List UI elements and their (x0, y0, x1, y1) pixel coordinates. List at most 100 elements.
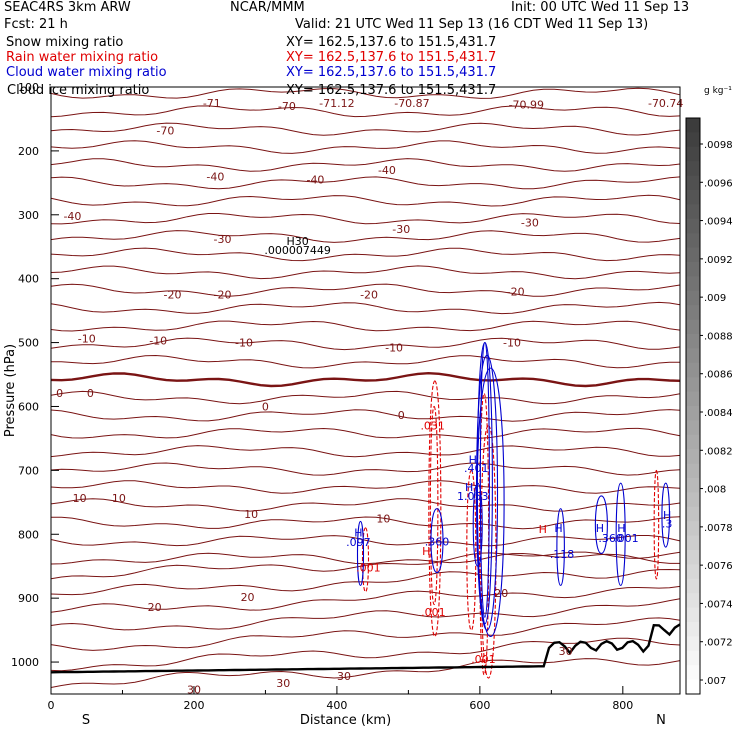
temperature-contour-line (50, 176, 681, 190)
south-label: S (82, 713, 90, 728)
temperature-contour-line (50, 122, 681, 136)
colorbar-swatch (686, 305, 700, 321)
temperature-contour-line (50, 427, 681, 439)
colorbar-swatch (686, 449, 700, 465)
colorbar-swatch (686, 578, 700, 594)
colorbar-swatch (686, 406, 700, 421)
max-value-label: H (422, 545, 430, 558)
temperature-contours (50, 87, 681, 688)
colorbar-unit: g kg⁻¹ (704, 86, 732, 96)
max-value-label: .000007449 (264, 244, 330, 257)
temperature-label: 0 (262, 400, 269, 413)
colorbar-tick-label: .0094 (704, 217, 733, 228)
max-value-label: H (617, 522, 625, 535)
colorbar-swatch (686, 161, 700, 177)
cloud-ice-field-xy: XY= 162.5,137.6 to 151.5,431.7 (286, 83, 496, 98)
max-value-label: .001 (356, 561, 381, 574)
y-tick-label: 900 (18, 592, 39, 605)
temperature-label: 20 (494, 587, 508, 600)
colorbar-swatch (686, 679, 700, 695)
rain-water-contour (428, 380, 442, 638)
max-value-label: H30 (286, 235, 308, 248)
colorbar-swatch (686, 290, 700, 306)
max-value-label: H (469, 454, 477, 467)
temperature-label: 10 (112, 492, 126, 505)
colorbar-swatch (686, 564, 700, 580)
temperature-label: -10 (235, 337, 253, 350)
cloud-water-contour (356, 520, 365, 586)
colorbar-swatch (686, 665, 700, 681)
max-value-label: H (465, 481, 473, 494)
temperature-label: -30 (521, 216, 539, 229)
terrain-path (50, 623, 681, 674)
colorbar-swatch (686, 593, 700, 609)
colorbar-swatch (686, 521, 700, 537)
cloud-water-field-name: Cloud water mixing ratio (6, 65, 167, 80)
colorbar-tick-label: .0074 (704, 599, 733, 610)
colorbar-swatch (686, 650, 700, 666)
temperature-contour-line (50, 301, 681, 315)
max-value-label: .001 (471, 653, 496, 666)
colorbar-swatch (686, 218, 700, 234)
temperature-label: -70.74 (648, 97, 683, 110)
y-tick-label: 200 (18, 145, 39, 158)
temperature-label: -30 (214, 233, 232, 246)
temperature-label: 20 (148, 601, 162, 614)
y-tick-label: 100 (18, 81, 39, 94)
max-value-label: H (354, 526, 362, 539)
terrain-line (50, 623, 681, 674)
rain-water-contour (653, 469, 660, 580)
temperature-contour-line (50, 140, 681, 154)
temperature-contour-line (50, 552, 680, 565)
colorbar: .0098 .0096 .0094 .0092 .009 .0088 .0086 .0084.… (685, 117, 733, 695)
colorbar-tick-label: .0082 (704, 446, 733, 457)
temperature-label: 0 (56, 387, 63, 400)
rain-field-xy: XY= 162.5,137.6 to 151.5,431.7 (286, 50, 497, 65)
temperature-label: -20 (360, 289, 378, 302)
colorbar-swatch (686, 233, 700, 249)
cloud-water-contour (615, 482, 626, 586)
colorbar-tick-label: .009 (704, 293, 726, 304)
temperature-contour-line (50, 265, 681, 280)
x-tick-label: 0 (48, 699, 55, 712)
temperature-contour-line (50, 498, 681, 512)
colorbar-tick-label: .0098 (704, 140, 733, 151)
temperature-contour-line (50, 158, 681, 172)
colorbar-swatch (686, 132, 700, 148)
x-tick-label: 200 (183, 699, 204, 712)
temperature-contour-line (50, 87, 681, 99)
temperature-label: -40 (378, 164, 396, 177)
north-label: N (656, 713, 666, 728)
colorbar-swatch (686, 463, 700, 479)
colorbar-swatch (686, 362, 700, 378)
temperature-contour-line (50, 658, 681, 688)
temperature-contour-line (50, 105, 681, 118)
model-name: SEAC4RS 3km ARW (4, 0, 131, 15)
temperature-label: 30 (337, 670, 351, 683)
temperature-contour-line (50, 354, 681, 369)
colorbar-tick-label: .0078 (704, 523, 733, 534)
temperature-label: 0 (87, 387, 94, 400)
temperature-label: 30 (276, 677, 290, 690)
temperature-label: -10 (149, 335, 167, 348)
temperature-contour-line (50, 371, 681, 388)
temperature-label: -10 (385, 342, 403, 355)
x-tick-label: 600 (469, 699, 490, 712)
temperature-label: -70.87 (394, 97, 429, 110)
max-value-label: .031 (420, 420, 445, 433)
colorbar-swatch (686, 118, 700, 133)
colorbar-tick-label: .0086 (704, 370, 733, 381)
cloud-water-contour (472, 482, 483, 567)
temperature-contour-line (50, 445, 681, 458)
colorbar-tick-label: .0076 (704, 561, 733, 572)
rain-water-contour (480, 425, 497, 679)
temperature-contour-line (50, 598, 681, 631)
rain-water-contour (466, 469, 477, 631)
colorbar-swatch (686, 391, 700, 407)
colorbar-tick-label: .0092 (704, 255, 733, 266)
y-tick-label: 800 (18, 528, 39, 541)
cloud-ice-field-name: Cloud ice mixing ratio (7, 83, 149, 98)
max-value-label: H (554, 522, 562, 535)
